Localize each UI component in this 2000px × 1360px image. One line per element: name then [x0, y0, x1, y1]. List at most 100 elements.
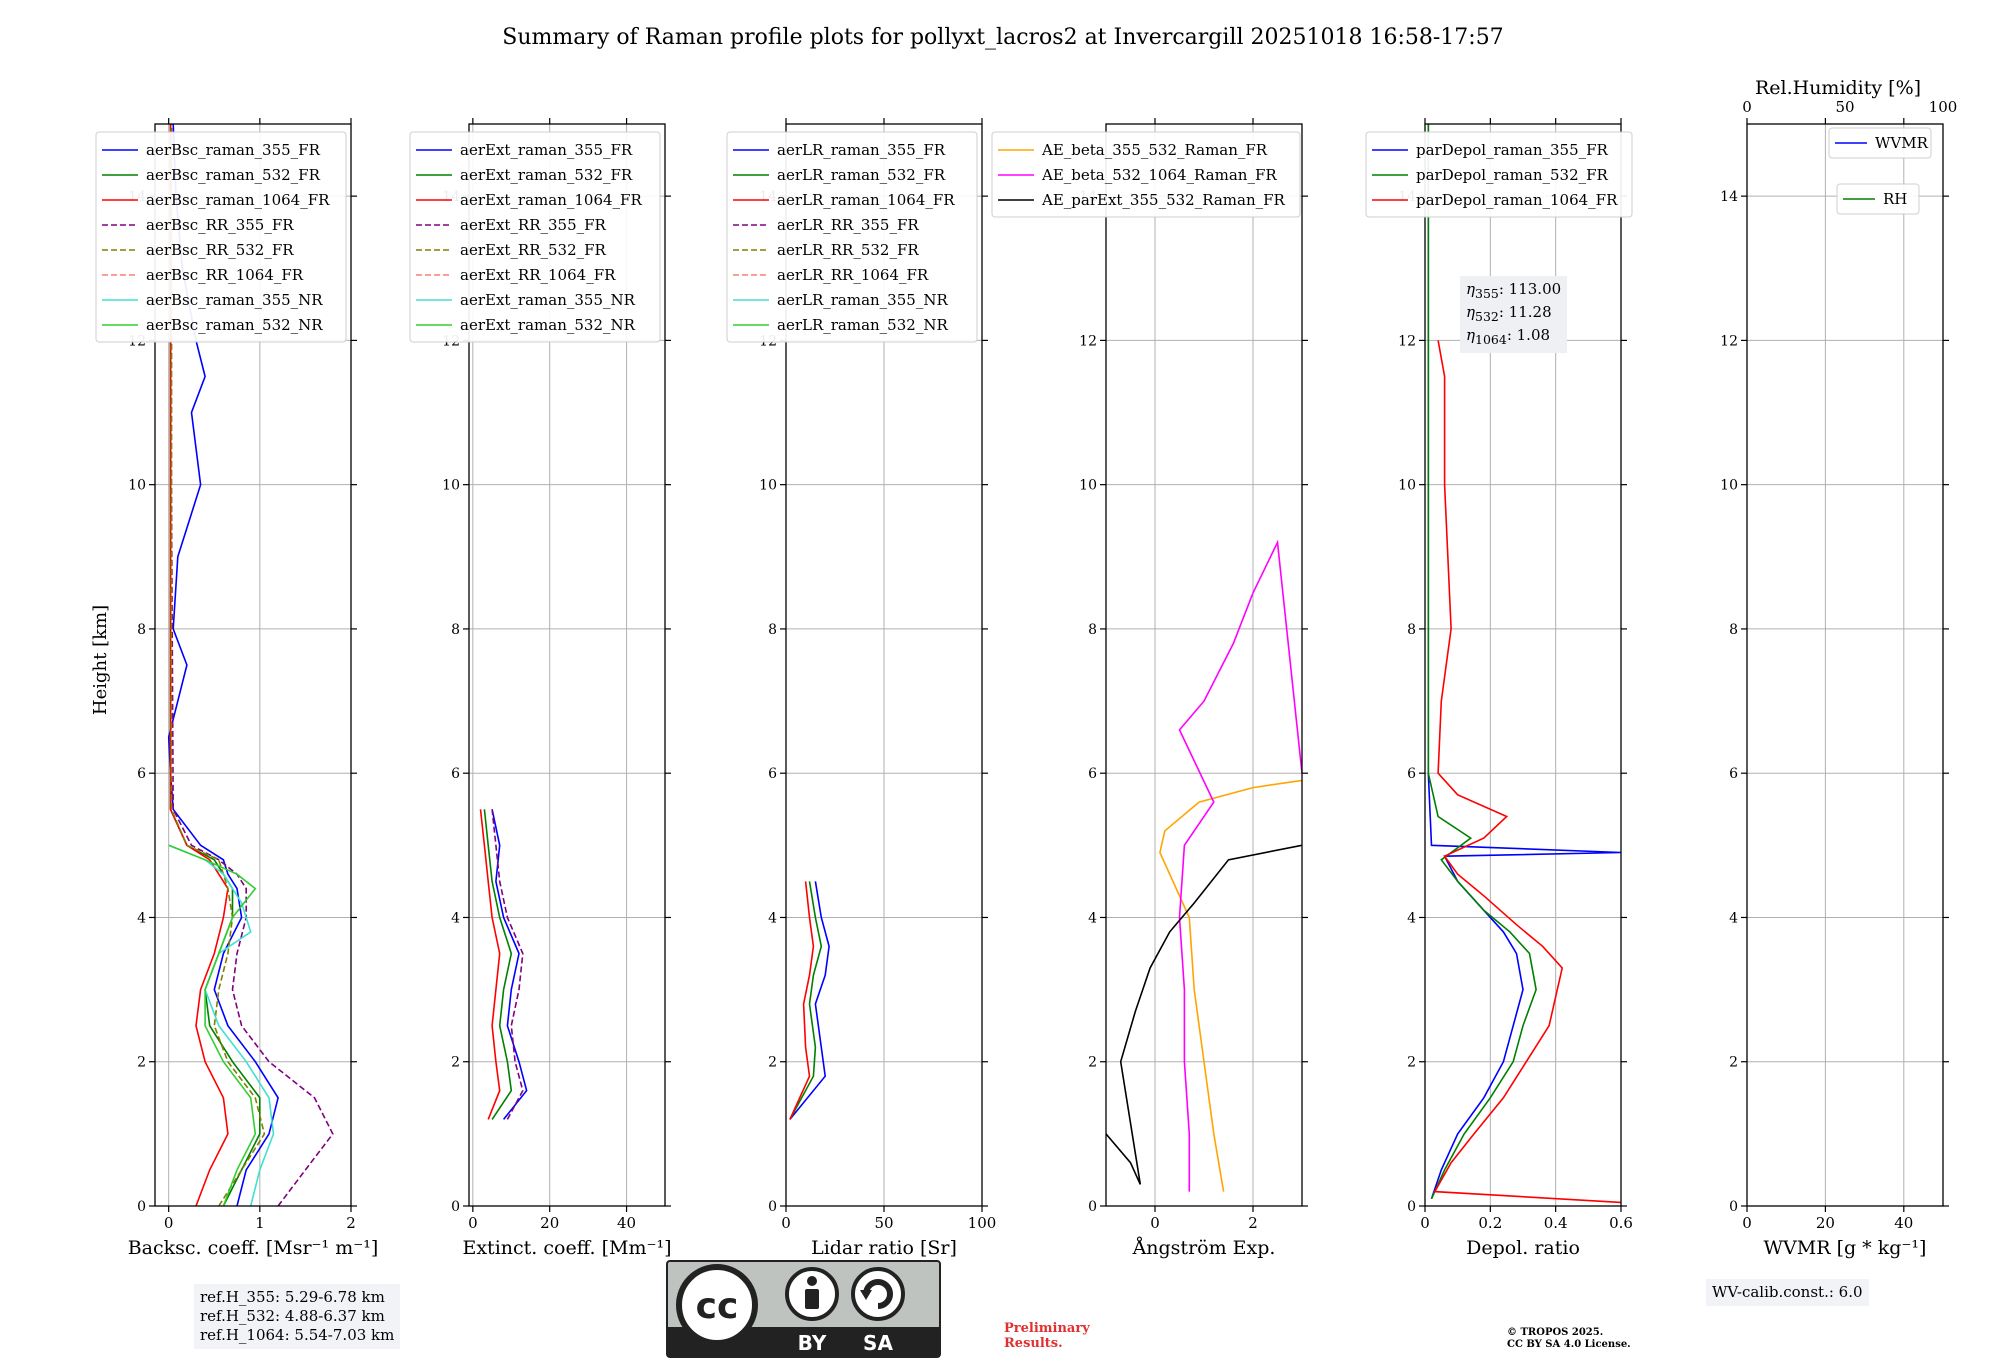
xtick-label-3: 0.6	[1609, 1214, 1633, 1232]
legend-label-aerBsc_raman_532_NR: aerBsc_raman_532_NR	[146, 316, 323, 334]
legend-label-aerBsc_raman_532_FR: aerBsc_raman_532_FR	[146, 166, 321, 184]
ytick-label-6: 6	[1088, 766, 1097, 782]
xtick-label-0: 0	[1420, 1214, 1430, 1232]
cc-logo-text: cc	[696, 1286, 739, 1327]
ytick-label-12: 12	[1398, 333, 1416, 349]
xtick-label-1: 20	[1816, 1214, 1835, 1232]
copyright-line-1: © TROPOS 2025.	[1507, 1327, 1604, 1338]
ytick-label-10: 10	[1398, 478, 1416, 494]
ytick-label-0: 0	[137, 1199, 146, 1215]
legend-label-aerLR_raman_355_NR: aerLR_raman_355_NR	[777, 291, 948, 309]
legend-frame	[1836, 183, 1920, 215]
ytick-label-12: 12	[1720, 333, 1738, 349]
legend-frame	[95, 131, 347, 343]
ytick-label-2: 2	[451, 1055, 460, 1071]
axes-frame	[1746, 123, 1944, 1207]
xtick-label-2: 40	[617, 1214, 636, 1232]
panel-lr: 02468101214050100Lidar ratio [Sr]aerLR_r…	[726, 118, 997, 1259]
series-group	[479, 809, 528, 1120]
xlabel-wv: WVMR [g * kg⁻¹]	[1764, 1237, 1927, 1259]
series-line-aerBsc_raman_355_FR	[167, 124, 279, 1206]
xtick-label-0: 0	[1150, 1214, 1160, 1232]
panel-bsc: 02468101214012Backsc. coeff. [Msr⁻¹ m⁻¹]…	[95, 118, 379, 1259]
axes-frame	[154, 123, 352, 1207]
ytick-label-6: 6	[768, 766, 777, 782]
xtick-label-1: 2	[1248, 1214, 1258, 1232]
legend-frame	[1828, 127, 1932, 159]
legend-label-parDepol_raman_355_FR: parDepol_raman_355_FR	[1416, 141, 1609, 159]
ytick-label-8: 8	[1729, 622, 1738, 638]
ytick-label-8: 8	[1088, 622, 1097, 638]
xtick-label-2: 2	[346, 1214, 356, 1232]
xtick-label-2: 100	[968, 1214, 997, 1232]
legend-label-aerLR_RR_355_FR: aerLR_RR_355_FR	[777, 216, 919, 234]
series-line-parDepol_raman_532_FR	[1427, 124, 1537, 1200]
sa-label: SA	[863, 1331, 893, 1355]
ytick-label-14: 14	[1720, 189, 1738, 205]
series-line-aerBsc_RR_355_FR	[170, 124, 334, 1206]
ytick-label-8: 8	[451, 622, 460, 638]
xlabel-ext: Extinct. coeff. [Mm⁻¹]	[462, 1237, 671, 1259]
xtick-label-0: 0	[781, 1214, 791, 1232]
wv-calib-const: WV-calib.const.: 6.0	[1712, 1283, 1863, 1301]
legend-label-AE_beta_355_532_Raman_FR: AE_beta_355_532_Raman_FR	[1041, 141, 1268, 159]
ytick-label-0: 0	[1088, 1199, 1097, 1215]
eta-1064: η1064: 1.08	[1466, 326, 1551, 347]
ytick-label-4: 4	[1729, 910, 1738, 926]
legend-label: RH	[1883, 190, 1907, 208]
ytick-label-2: 2	[1088, 1055, 1097, 1071]
legend-label-aerLR_raman_355_FR: aerLR_raman_355_FR	[777, 141, 946, 159]
ytick-label-2: 2	[1407, 1055, 1416, 1071]
panel-wv: 0 2 4 6 8 10 12 14 0 20 40 0 50 100 WVMR [g * kg⁻¹] WVM…	[1720, 98, 1957, 1259]
copyright-line-2: CC BY SA 4.0 License.	[1507, 1339, 1631, 1350]
series-line-parDepol_raman_355_FR	[1427, 124, 1621, 1200]
legend-label-aerLR_RR_1064_FR: aerLR_RR_1064_FR	[777, 266, 929, 284]
sa-share-alike-icon	[851, 1267, 905, 1321]
xlabel-depol: Depol. ratio	[1466, 1237, 1580, 1259]
series-line-aerExt_RR_355_FR	[491, 809, 524, 1120]
ytick-label-6: 6	[451, 766, 460, 782]
series-line-aerLR_raman_532_FR	[789, 881, 823, 1120]
series-line-aerBsc_raman_1064_FR	[169, 124, 229, 1206]
series-line-AE_beta_532_1064_Raman_FR	[1178, 539, 1302, 1192]
xlabel-lr: Lidar ratio [Sr]	[811, 1237, 957, 1259]
ytick-label-2: 2	[137, 1055, 146, 1071]
prelim-line-2: Results.	[1004, 1336, 1063, 1351]
reference-height-box: ref.H_355: 5.29-6.78 km ref.H_532: 4.88-…	[194, 1284, 401, 1349]
ytick-label-10: 10	[442, 478, 460, 494]
legend-label-aerExt_RR_1064_FR: aerExt_RR_1064_FR	[460, 266, 616, 284]
legend-WVMR: WVMR	[1828, 127, 1932, 159]
legend-lr: aerLR_raman_355_FR aerLR_raman_532_FR aerL…	[726, 131, 978, 343]
legend-ext: aerExt_raman_355_FR aerExt_raman_532_FRae…	[409, 131, 661, 343]
panel-ae: 0246810121402Ångström Exp.AE_beta_355_53…	[991, 118, 1308, 1259]
legend-label-aerExt_raman_1064_FR: aerExt_raman_1064_FR	[460, 191, 642, 209]
ytick-label-10: 10	[1720, 478, 1738, 494]
xlabel-bsc: Backsc. coeff. [Msr⁻¹ m⁻¹]	[128, 1237, 379, 1259]
eta-532: η532: 11.28	[1466, 303, 1552, 324]
ylabel: Height [km]	[90, 605, 111, 715]
xtick-label-1: 1	[255, 1214, 265, 1232]
cc-license-badge: cc BY SA	[666, 1260, 941, 1358]
by-person-icon	[785, 1267, 839, 1321]
legend-depol: parDepol_raman_355_FR parDepol_raman_532_…	[1365, 131, 1633, 218]
series-group	[1106, 539, 1302, 1192]
legend-label-aerLR_raman_532_FR: aerLR_raman_532_FR	[777, 166, 946, 184]
ytick-label-10: 10	[759, 478, 777, 494]
ytick-label-10: 10	[128, 478, 146, 494]
wv-top-label: Rel.Humidity [%]	[1755, 77, 1921, 99]
cc-logo-icon: cc	[676, 1264, 758, 1346]
legend-label-parDepol_raman_532_FR: parDepol_raman_532_FR	[1416, 166, 1609, 184]
legend-label-aerExt_RR_532_FR: aerExt_RR_532_FR	[460, 241, 607, 259]
ytick-label-4: 4	[451, 910, 460, 926]
ytick-label-4: 4	[137, 910, 146, 926]
series-line-aerBsc_RR_532_FR	[170, 124, 266, 1206]
ytick-label-12: 12	[1079, 333, 1097, 349]
legend-RH: RH	[1836, 183, 1920, 215]
legend-label-aerExt_raman_532_FR: aerExt_raman_532_FR	[460, 166, 633, 184]
series-line-aerExt_raman_1064_FR	[479, 809, 501, 1120]
by-label: BY	[798, 1331, 827, 1355]
series-line-aerExt_raman_532_FR	[483, 809, 513, 1120]
ytick-label-8: 8	[137, 622, 146, 638]
